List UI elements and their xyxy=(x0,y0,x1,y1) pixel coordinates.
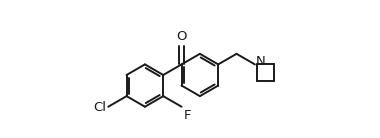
Text: N: N xyxy=(256,55,266,68)
Text: Cl: Cl xyxy=(93,101,106,114)
Text: F: F xyxy=(183,109,191,122)
Text: O: O xyxy=(176,30,187,43)
